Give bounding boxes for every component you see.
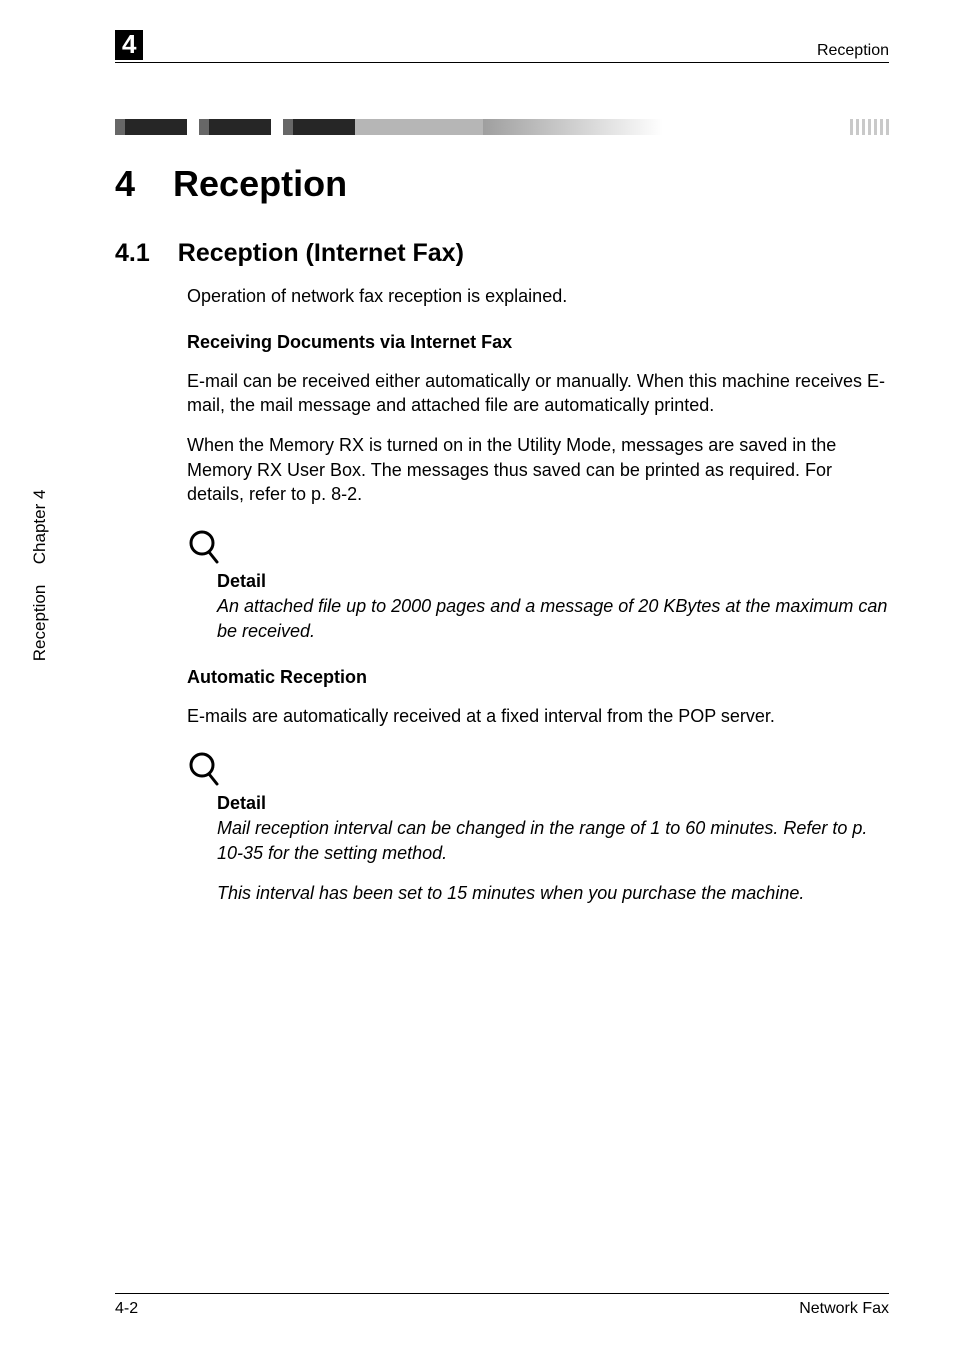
section-title: 4.1 Reception (Internet Fax) — [115, 239, 889, 268]
detail-label: Detail — [217, 571, 889, 592]
detail-label: Detail — [217, 793, 889, 814]
detail-text: This interval has been set to 15 minutes… — [217, 881, 889, 905]
decorative-bar — [115, 119, 889, 135]
chapter-title-num: 4 — [115, 163, 135, 205]
subhead-automatic: Automatic Reception — [187, 667, 889, 688]
footer-title: Network Fax — [799, 1300, 889, 1318]
chapter-number-badge: 4 — [115, 30, 143, 60]
section-num: 4.1 — [115, 239, 150, 268]
paragraph: When the Memory RX is turned on in the U… — [187, 433, 889, 506]
paragraph: E-mail can be received either automatica… — [187, 369, 889, 418]
running-head-text: Reception — [817, 42, 889, 60]
magnifier-icon — [187, 750, 889, 791]
chapter-title-text: Reception — [173, 163, 347, 205]
page-number: 4-2 — [115, 1300, 138, 1318]
detail-text: Mail reception interval can be changed i… — [217, 816, 889, 865]
running-header: 4 Reception — [115, 30, 889, 63]
paragraph: E-mails are automatically received at a … — [187, 704, 889, 728]
page-container: 4 Reception 4 Reception 4.1 Reception (I… — [0, 0, 954, 1352]
page-footer: 4-2 Network Fax — [115, 1293, 889, 1318]
section-text: Reception (Internet Fax) — [178, 239, 464, 268]
chapter-title: 4 Reception — [115, 163, 889, 205]
subhead-receiving: Receiving Documents via Internet Fax — [187, 332, 889, 353]
intro-paragraph: Operation of network fax reception is ex… — [187, 284, 889, 308]
magnifier-icon — [187, 528, 889, 569]
detail-text: An attached file up to 2000 pages and a … — [217, 594, 889, 643]
